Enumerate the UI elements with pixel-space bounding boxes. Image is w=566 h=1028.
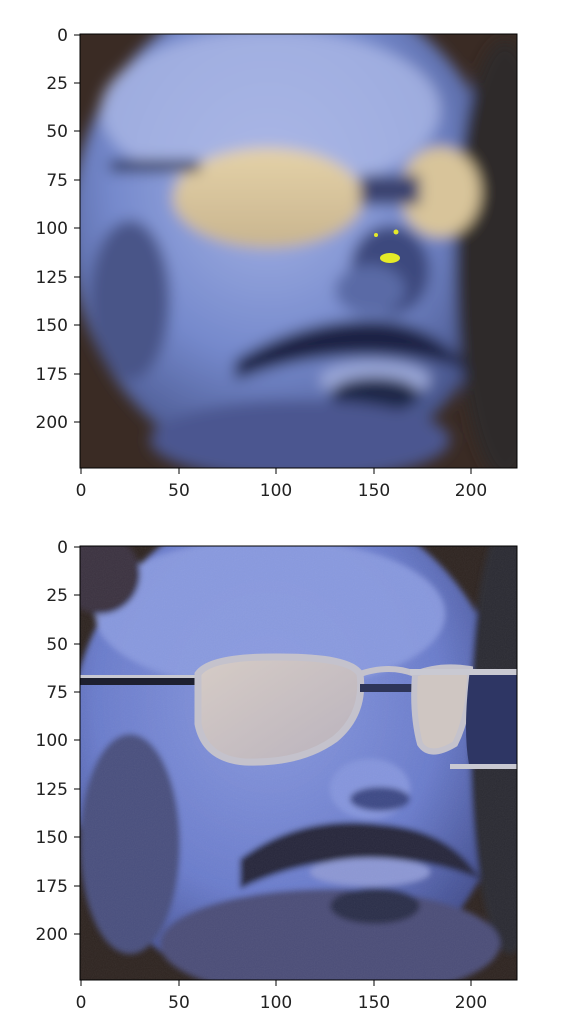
bottom-image-figure: 0 25 50 75 100 125 150 175 200 0 50 100 … bbox=[36, 538, 518, 1013]
top-axes-frame bbox=[79, 33, 518, 469]
top-xtick-0: 0 bbox=[76, 481, 87, 501]
marker-dot-small-1 bbox=[374, 233, 378, 237]
bottom-ytick-100: 100 bbox=[36, 731, 68, 751]
bottom-xtick-150: 150 bbox=[358, 993, 390, 1013]
bottom-xtick-0: 0 bbox=[76, 993, 87, 1013]
top-face-image bbox=[80, 34, 517, 468]
bottom-ytick-75: 75 bbox=[46, 683, 68, 703]
bottom-xtick-50: 50 bbox=[168, 993, 190, 1013]
sunglasses bbox=[80, 653, 517, 769]
top-xtick-150: 150 bbox=[358, 481, 390, 501]
bottom-x-axis: 0 50 100 150 200 bbox=[76, 980, 487, 1013]
bottom-ytick-175: 175 bbox=[36, 877, 68, 897]
top-ytick-75: 75 bbox=[46, 171, 68, 191]
bottom-ytick-0: 0 bbox=[57, 538, 68, 558]
bottom-ytick-200: 200 bbox=[36, 925, 68, 945]
bottom-y-axis: 0 25 50 75 100 125 150 175 200 bbox=[36, 538, 80, 945]
top-ytick-200: 200 bbox=[36, 413, 68, 433]
top-ytick-50: 50 bbox=[46, 122, 68, 142]
bottom-face-image bbox=[80, 546, 517, 980]
bottom-ytick-150: 150 bbox=[36, 828, 68, 848]
marker-dot-large bbox=[380, 253, 400, 263]
bottom-axes-frame bbox=[79, 545, 518, 981]
top-xtick-50: 50 bbox=[168, 481, 190, 501]
top-ytick-25: 25 bbox=[46, 74, 68, 94]
top-ytick-100: 100 bbox=[36, 219, 68, 239]
bottom-xtick-200: 200 bbox=[455, 993, 487, 1013]
top-x-axis: 0 50 100 150 200 bbox=[76, 468, 487, 501]
bottom-ytick-25: 25 bbox=[46, 586, 68, 606]
top-y-axis: 0 25 50 75 100 125 150 175 200 bbox=[36, 26, 80, 433]
top-image-panel: 0 25 50 75 100 125 150 175 200 0 50 100 … bbox=[36, 26, 518, 501]
top-xtick-100: 100 bbox=[260, 481, 292, 501]
top-ytick-175: 175 bbox=[36, 365, 68, 385]
top-ytick-125: 125 bbox=[36, 268, 68, 288]
top-ytick-0: 0 bbox=[57, 26, 68, 46]
top-xtick-200: 200 bbox=[455, 481, 487, 501]
bottom-image-panel: 0 25 50 75 100 125 150 175 200 0 50 100 … bbox=[0, 514, 566, 1028]
bottom-ytick-50: 50 bbox=[46, 635, 68, 655]
top-image-figure: 0 25 50 75 100 125 150 175 200 0 50 100 … bbox=[36, 26, 518, 501]
top-ytick-150: 150 bbox=[36, 316, 68, 336]
bottom-ytick-125: 125 bbox=[36, 780, 68, 800]
bottom-xtick-100: 100 bbox=[260, 993, 292, 1013]
marker-dot-small-2 bbox=[393, 229, 399, 235]
